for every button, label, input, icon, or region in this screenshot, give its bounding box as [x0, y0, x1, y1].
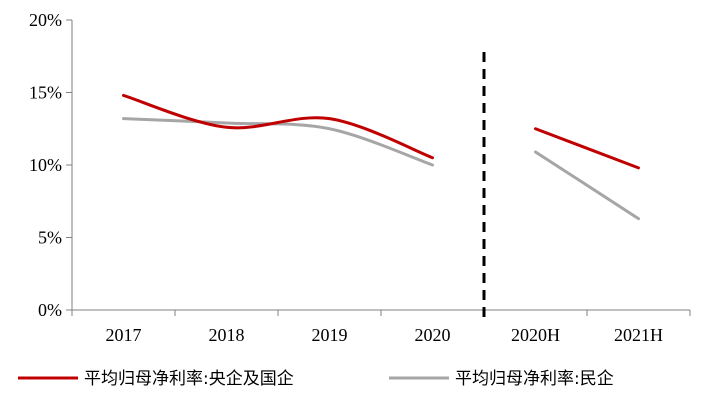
series-line: [122, 93, 434, 160]
x-tick-label: 2018: [209, 325, 245, 345]
x-tick-label: 2017: [106, 325, 142, 345]
x-tick-label: 2020: [415, 325, 451, 345]
x-tick-label: 2021H: [614, 325, 663, 345]
x-axis-ticks: 2017 2018 2019 2020 2020H 2021H: [71, 310, 691, 345]
series-line: [122, 117, 434, 167]
series-line: [534, 127, 640, 170]
x-tick-label: 2019: [312, 325, 348, 345]
y-axis-ticks: 0% 5% 10% 15% 20%: [29, 10, 72, 320]
y-tick-label: 10%: [29, 155, 62, 175]
y-tick-label: 20%: [29, 10, 62, 30]
y-tick-label: 15%: [29, 83, 62, 103]
y-tick-label: 0%: [38, 300, 62, 320]
legend-label: 平均归母净利率:央企及国企: [84, 369, 294, 389]
series-line: [534, 150, 640, 221]
legend: 平均归母净利率:央企及国企 平均归母净利率:民企: [18, 369, 614, 389]
series-lines: [122, 93, 640, 221]
x-tick-label: 2020H: [511, 325, 560, 345]
y-tick-label: 5%: [38, 228, 62, 248]
legend-label: 平均归母净利率:民企: [455, 369, 614, 389]
